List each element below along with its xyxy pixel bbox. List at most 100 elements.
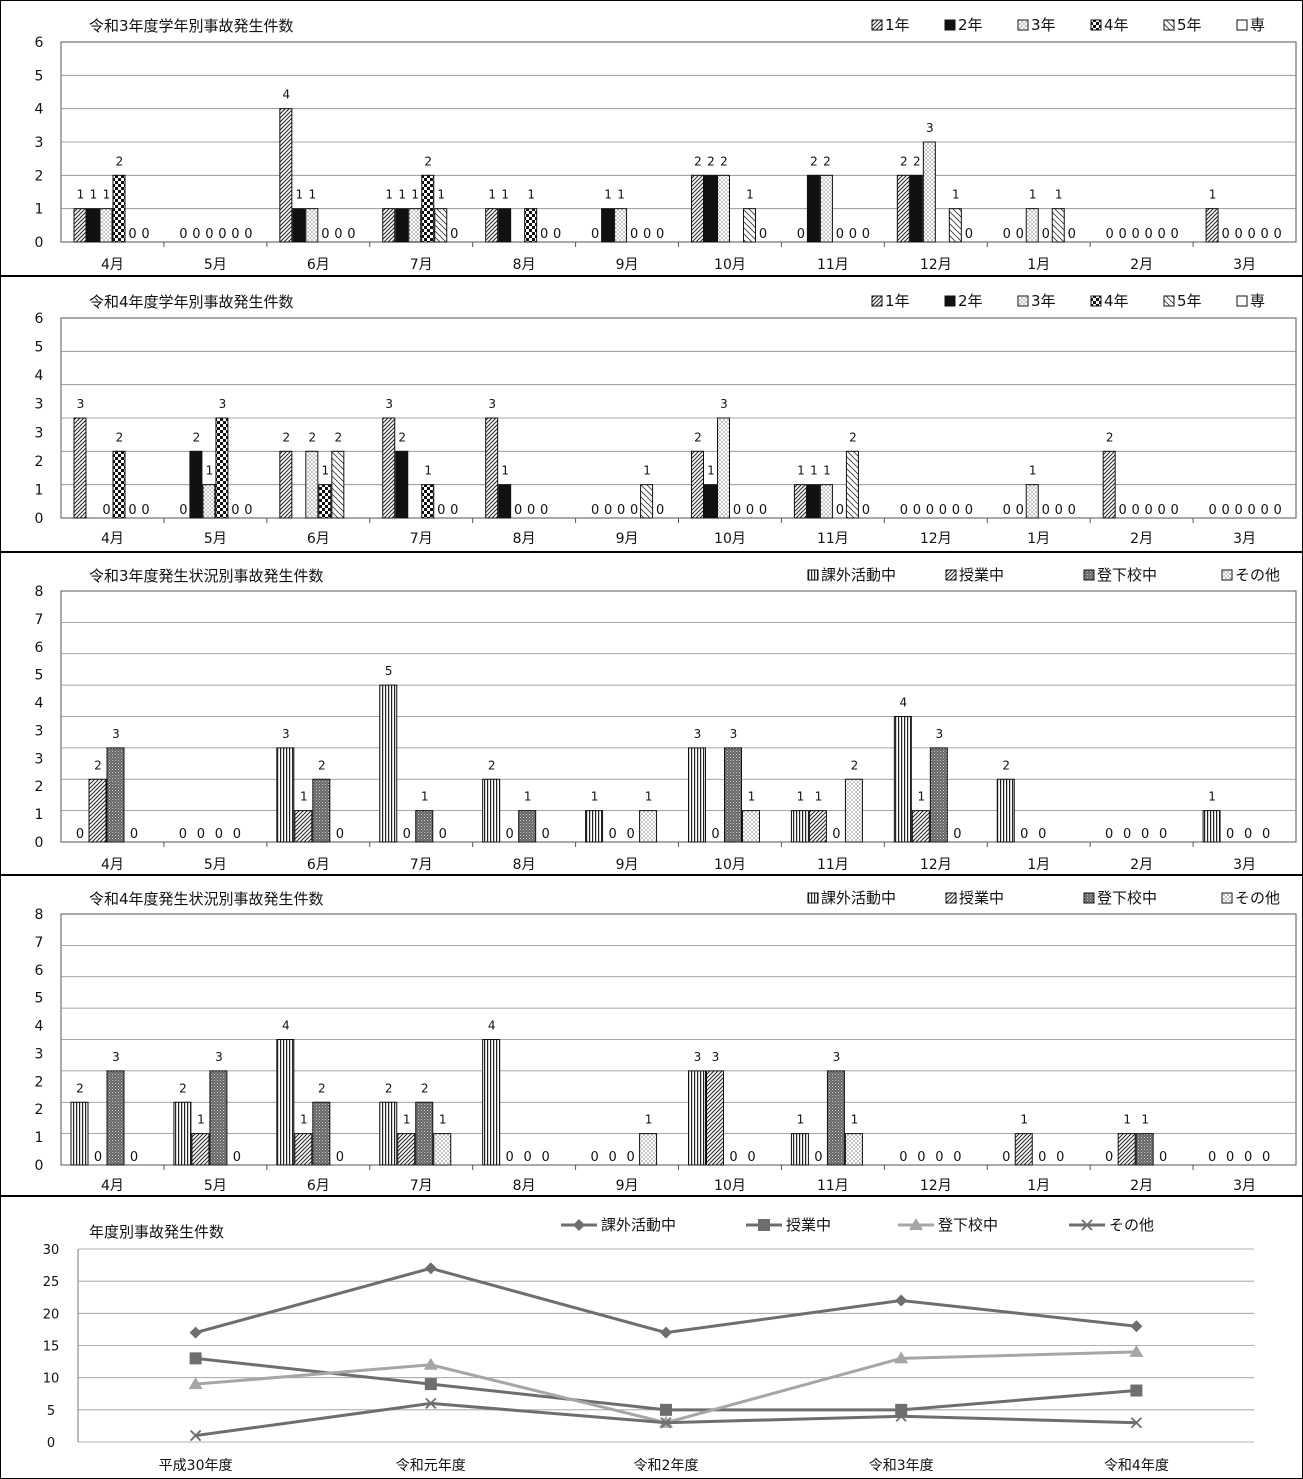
data-label: 0 [626,827,634,842]
data-label: 2 [851,758,859,772]
x-tick-label: 4月 [101,257,124,273]
bar-2年 [704,484,717,519]
data-label: 0 [192,227,200,242]
data-label: 0 [514,503,522,518]
data-label: 0 [656,227,664,242]
point-その他 [189,1429,202,1442]
x-tick-label: 3月 [1233,857,1256,873]
bar-2年 [86,208,100,243]
data-label: 0 [1260,227,1268,242]
bar-登下校中 [724,747,742,843]
data-label: 0 [231,227,239,242]
data-label: 0 [1056,1150,1064,1165]
data-label: 0 [953,1150,961,1165]
y-tick-label: 8 [35,584,44,600]
x-tick-label: 令和元年度 [396,1458,466,1474]
data-label: 0 [179,503,187,518]
bar-授業中 [1117,1133,1136,1166]
y-axis: 0 1 2 3 3 4 5 6 7 8 [35,584,1296,851]
data-label: 0 [849,227,857,242]
y-tick-label: 8 [35,907,44,923]
data-label: 0 [542,827,550,842]
bar-授業中 [88,778,107,843]
legend-swatch [807,892,819,904]
data-label: 0 [797,227,805,242]
bar-3年 [717,174,730,243]
x-tick-label: 8月 [513,257,536,273]
bar-課外活動中 [688,747,706,843]
data-label: 0 [205,227,213,242]
data-label: 0 [836,227,844,242]
chart-title: 令和4年度学年別事故発生件数 [89,293,294,311]
data-label: 0 [1123,827,1131,842]
x-tick-label: 7月 [410,857,433,873]
bar-4年 [318,484,332,519]
bar-課外活動中 [688,1070,706,1166]
data-label: 1 [748,790,756,804]
data-label: 0 [244,503,252,518]
bar-課外活動中 [996,778,1015,843]
data-label: 1 [1209,188,1217,202]
data-label: 3 [694,727,702,741]
data-label: 3 [833,1050,841,1064]
data-label: 0 [128,227,136,242]
point-登下校中 [188,1377,203,1390]
bar-2年 [498,484,512,519]
data-label: 0 [626,1150,634,1165]
data-label: 0 [179,827,187,842]
y-tick-label: 0 [35,1158,44,1174]
point-課外活動中 [895,1294,908,1307]
data-label: 1 [645,1113,653,1127]
data-label: 1 [527,188,535,202]
x-tick-label: 2月 [1130,1178,1153,1194]
data-label: 2 [116,154,124,168]
x-tick-label: 6月 [307,531,330,547]
x-tick-label: 5月 [204,257,227,273]
legend-label: 3年 [1031,16,1056,34]
y-tick-label: 6 [35,963,44,979]
data-label: 0 [76,827,84,842]
legend-label: その他 [1235,566,1280,584]
data-label: 1 [488,188,496,202]
series-line-授業中 [195,1356,1137,1412]
data-label: 0 [1068,227,1076,242]
bar-その他 [639,1133,658,1166]
data-label: 0 [1260,503,1268,518]
data-label: 1 [707,464,715,478]
data-label: 2 [94,758,102,772]
data-label: 1 [591,790,599,804]
bar-3年 [1025,484,1039,519]
data-label: 0 [1158,227,1166,242]
data-label: 0 [1262,1150,1270,1165]
data-label: 1 [797,1113,805,1127]
bar-課外活動中 [482,778,501,843]
legend-swatch [1236,19,1248,31]
point-課外活動中 [660,1326,672,1339]
y-tick-label: 2 [35,1102,44,1118]
data-label: 4 [283,88,291,102]
data-label: 2 [193,430,201,444]
data-label: 0 [965,503,973,518]
data-label: 3 [215,1050,223,1064]
chart-yearly: 年度別事故発生件数 0 5 10 15 20 25 30 平成30年度 令和元年度 令和2年度 令和3… [43,1216,1254,1474]
x-tick-label: 3月 [1233,1178,1256,1194]
data-label: 0 [231,503,239,518]
data-label: 2 [694,154,702,168]
data-label: 0 [630,227,638,242]
point-課外活動中 [189,1326,202,1339]
bar-4年 [421,174,435,243]
data-label: 0 [233,1150,241,1165]
legend-swatch [945,569,957,581]
data-label: 2 [309,430,317,444]
data-label: 3 [488,397,496,411]
data-label: 0 [656,503,664,518]
data-label: 3 [112,1050,120,1064]
data-label: 0 [1042,227,1050,242]
bar-1年 [485,417,499,519]
data-label: 2 [1002,758,1010,772]
data-label: 0 [130,1150,138,1165]
data-label: 0 [403,827,411,842]
data-label: 0 [527,503,535,518]
bar-3年 [717,417,730,519]
